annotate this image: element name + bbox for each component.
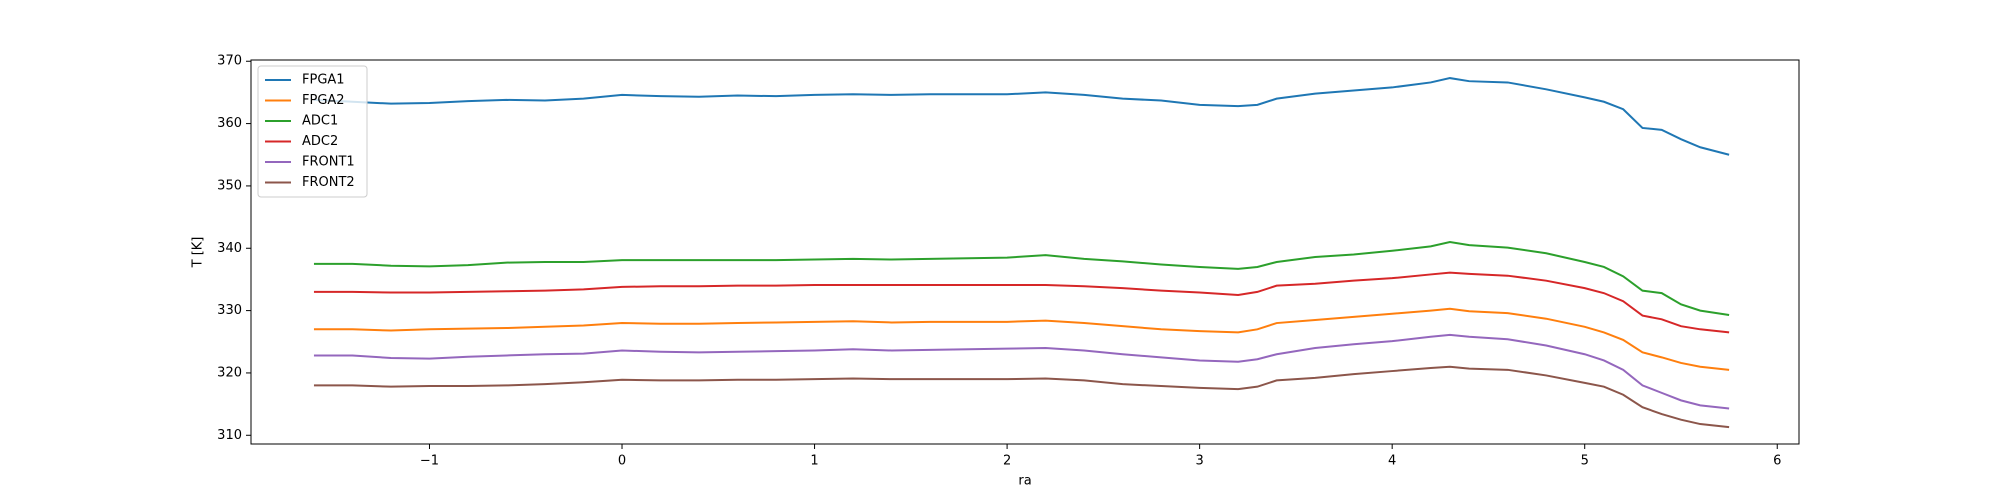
y-tick-label: 330: [217, 303, 242, 318]
x-tick-label: 6: [1773, 454, 1781, 469]
x-tick-label: 3: [1195, 454, 1203, 469]
data-line: [313, 365, 1730, 429]
y-tick-label: 320: [217, 365, 242, 380]
x-tick-label: −1: [420, 454, 439, 469]
x-tick-label: 0: [618, 454, 626, 469]
legend-label: ADC1: [302, 114, 338, 129]
legend-label: FPGA2: [302, 93, 345, 108]
legend-label: FPGA1: [302, 73, 345, 88]
y-axis-label: T [K]: [191, 237, 206, 269]
x-axis-label: ra: [1018, 474, 1031, 489]
x-tick-label: 5: [1581, 454, 1589, 469]
legend-label: ADC2: [302, 134, 338, 149]
legend-label: FRONT2: [302, 175, 355, 190]
data-line: [313, 241, 1730, 316]
x-tick-label: 1: [810, 454, 818, 469]
y-tick-label: 370: [217, 54, 242, 69]
y-tick-label: 340: [217, 241, 242, 256]
legend-box: [257, 65, 368, 198]
y-tick-label: 350: [217, 178, 242, 193]
plot-frame: [250, 59, 1800, 445]
data-line: [313, 77, 1730, 156]
x-tick-label: 4: [1388, 454, 1396, 469]
y-tick-label: 360: [217, 116, 242, 131]
data-line: [313, 333, 1730, 410]
data-line: [313, 307, 1730, 371]
legend-label: FRONT1: [302, 155, 355, 170]
x-tick-label: 2: [1003, 454, 1011, 469]
data-line: [313, 271, 1730, 334]
y-tick-label: 310: [217, 428, 242, 443]
